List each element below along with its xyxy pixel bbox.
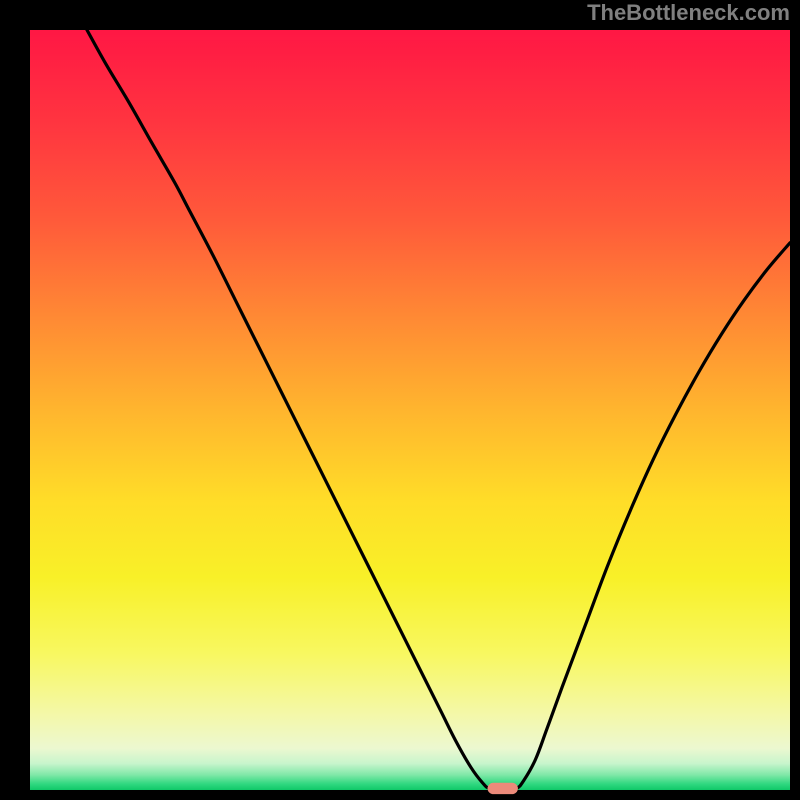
watermark: TheBottleneck.com: [587, 0, 790, 25]
chart-plot-area: [30, 30, 790, 790]
chart-container: { "watermark": { "text": "TheBottleneck.…: [0, 0, 800, 800]
bottleneck-chart: TheBottleneck.com: [0, 0, 800, 800]
optimal-point-marker: [488, 783, 518, 794]
